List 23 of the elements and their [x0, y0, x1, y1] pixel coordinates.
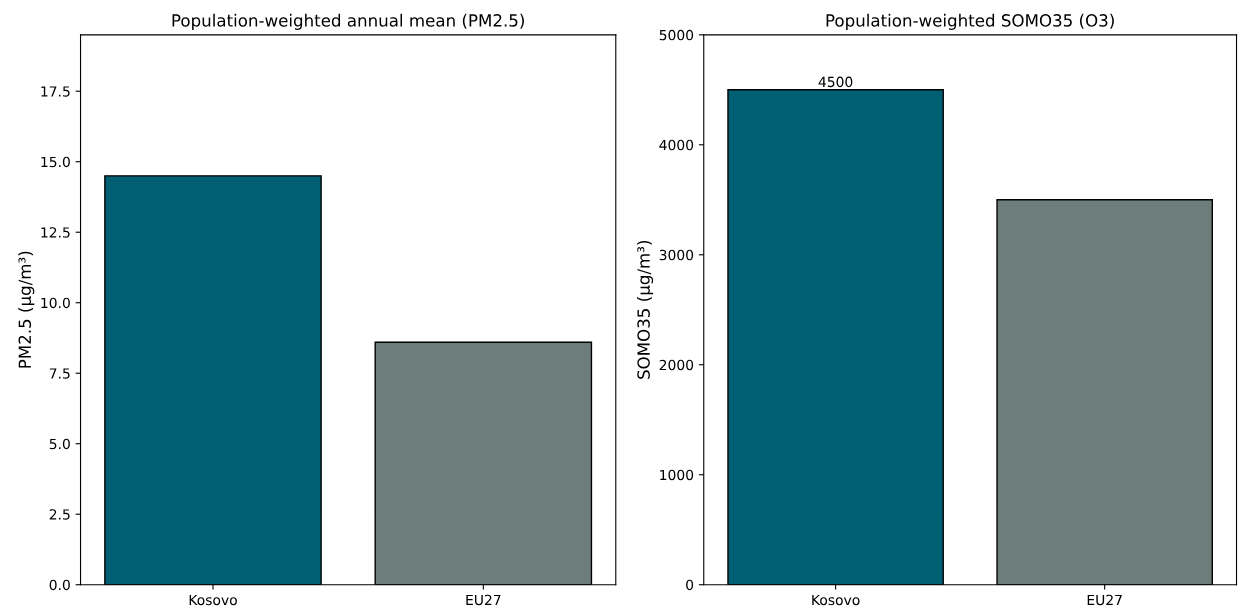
y-tick-label: 5000 [659, 29, 694, 41]
y-tick-label: 17.5 [41, 86, 70, 97]
y-tick-label: 3000 [659, 249, 694, 261]
y-tick-label: 15.0 [41, 156, 70, 168]
x-tick-label: EU27 [1087, 594, 1122, 606]
y-tick-label: 12.5 [41, 227, 70, 238]
x-tick-label: Kosovo [189, 594, 237, 606]
x-tick-label: EU27 [466, 594, 501, 606]
y-tick-label: 10.0 [41, 297, 70, 309]
y-tick-label: 7.5 [49, 368, 70, 379]
y-tick-label: 0 [686, 579, 694, 591]
y-tick-label: 1000 [660, 469, 694, 481]
y-axis-title: PM2.5 (µg/m³) [18, 251, 35, 368]
y-tick-label: 2.5 [49, 509, 70, 520]
y-axis-title: SOMO35 (µg/m³) [637, 241, 654, 379]
y-tick-label: 2000 [659, 359, 694, 371]
data-label: 4500 [818, 76, 853, 88]
y-tick-label: 4000 [659, 139, 694, 151]
chart-title: Population-weighted SOMO35 (O3) [826, 13, 1114, 30]
chart-title: Population-weighted annual mean (PM2.5) [172, 13, 524, 30]
y-tick-label: 5.0 [49, 438, 70, 450]
x-tick-label: Kosovo [812, 594, 860, 606]
y-tick-label: 0.0 [49, 579, 70, 591]
